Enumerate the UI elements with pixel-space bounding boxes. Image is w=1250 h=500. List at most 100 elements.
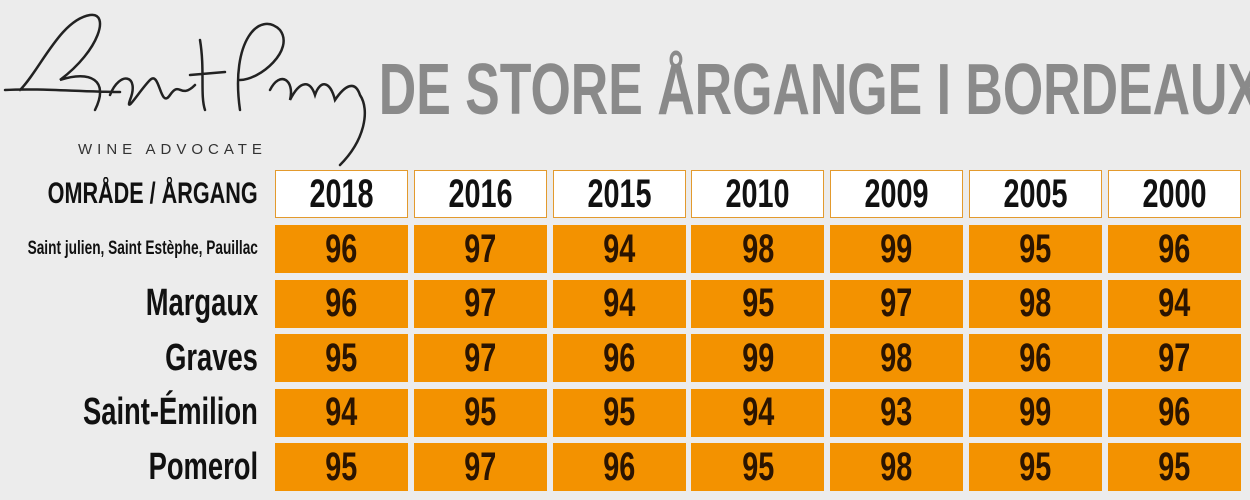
score-cell: 96 (1107, 225, 1241, 273)
score-cell: 95 (1107, 443, 1241, 492)
score-cell: 96 (275, 279, 408, 328)
score-cell: 95 (969, 443, 1102, 492)
score-cell-text: 95 (741, 281, 774, 326)
score-cell-text: 99 (1019, 390, 1052, 435)
score-cell: 99 (691, 334, 825, 383)
column-header: 2009 (830, 170, 964, 218)
score-cell: 94 (552, 279, 686, 328)
score-cell: 98 (969, 279, 1102, 328)
score-cell-text: 96 (1158, 226, 1191, 271)
score-cell: 95 (275, 443, 408, 492)
score-cell: 97 (413, 334, 547, 383)
column-header: 2010 (691, 170, 825, 218)
score-cell-text: 94 (741, 390, 774, 435)
row-label: Saint julien, Saint Estèphe, Pauillac (0, 225, 258, 273)
score-cell-text: 95 (1158, 444, 1191, 489)
score-cell-text: 99 (741, 335, 774, 380)
row-label: Saint-Émilion (0, 389, 258, 437)
score-cell-text: 95 (464, 390, 497, 435)
score-cell-text: 97 (464, 226, 497, 271)
score-cell-text: 95 (603, 390, 636, 435)
score-cell-text: 96 (603, 444, 636, 489)
score-cell: 98 (830, 443, 964, 492)
score-cell-text: 93 (880, 390, 913, 435)
score-cell-text: 94 (603, 281, 636, 326)
page-title: DE STORE ÅRGANGE I BORDEAUX (378, 50, 1250, 130)
score-cell: 99 (830, 225, 964, 273)
row-label-text: Saint julien, Saint Estèphe, Pauillac (27, 238, 258, 259)
row-label-text: Saint-Émilion (83, 391, 258, 434)
score-cell-text: 98 (880, 444, 913, 489)
corner-label: OMRÅDE / ÅRGANG (0, 170, 258, 218)
title-text: DE STORE ÅRGANGE I BORDEAUX (378, 50, 1250, 130)
score-cell: 94 (691, 388, 825, 437)
column-header: 2018 (275, 170, 408, 218)
score-cell-text: 96 (325, 226, 358, 271)
score-cell-text: 97 (464, 335, 497, 380)
column-header: 2016 (413, 170, 547, 218)
row-label: Graves (0, 334, 258, 382)
score-cell: 95 (275, 334, 408, 383)
column-header-text: 2009 (864, 171, 929, 216)
score-cell: 97 (413, 443, 547, 492)
score-cell: 96 (552, 443, 686, 492)
row-label: Pomerol (0, 443, 258, 491)
score-cell: 95 (413, 388, 547, 437)
score-cell: 95 (552, 388, 686, 437)
column-header-text: 2000 (1142, 171, 1207, 216)
row-label-text: Pomerol (148, 445, 258, 488)
column-header: 2000 (1107, 170, 1241, 218)
row-label-text: Graves (165, 336, 258, 379)
score-cell: 95 (691, 443, 825, 492)
signature-logo (3, 13, 367, 167)
score-cell: 97 (413, 279, 547, 328)
score-cell-text: 97 (464, 444, 497, 489)
score-cell-text: 98 (741, 226, 774, 271)
score-cell: 95 (969, 225, 1102, 273)
score-cell: 97 (830, 279, 964, 328)
score-cell: 96 (1107, 388, 1241, 437)
score-cell-text: 96 (325, 281, 358, 326)
score-cell: 97 (413, 225, 547, 273)
score-cell: 98 (691, 225, 825, 273)
score-cell-text: 97 (880, 281, 913, 326)
score-cell: 94 (1107, 279, 1241, 328)
score-cell-text: 95 (741, 444, 774, 489)
column-header: 2005 (969, 170, 1102, 218)
score-cell-text: 97 (1158, 335, 1191, 380)
score-cell-text: 94 (1158, 281, 1191, 326)
column-header-text: 2015 (587, 171, 652, 216)
score-cell: 98 (830, 334, 964, 383)
score-cell: 99 (969, 388, 1102, 437)
score-cell: 94 (275, 388, 408, 437)
score-cell: 97 (1107, 334, 1241, 383)
score-cell-text: 96 (603, 335, 636, 380)
score-cell-text: 95 (1019, 444, 1052, 489)
score-cell: 96 (969, 334, 1102, 383)
corner-label-text: OMRÅDE / ÅRGANG (47, 177, 258, 210)
score-cell-text: 96 (1019, 335, 1052, 380)
score-cell-text: 94 (325, 390, 358, 435)
column-header: 2015 (552, 170, 686, 218)
column-header-text: 2010 (725, 171, 790, 216)
score-cell: 96 (275, 225, 408, 273)
score-cell-text: 98 (880, 335, 913, 380)
score-cell-text: 96 (1158, 390, 1191, 435)
row-label-text: Margaux (145, 282, 258, 325)
score-cell-text: 97 (464, 281, 497, 326)
score-cell-text: 99 (880, 226, 913, 271)
row-label: Margaux (0, 280, 258, 328)
score-cell: 96 (552, 334, 686, 383)
score-cell: 94 (552, 225, 686, 273)
score-cell: 93 (830, 388, 964, 437)
column-header-text: 2005 (1003, 171, 1068, 216)
column-header-text: 2018 (309, 171, 374, 216)
score-cell-text: 95 (1019, 226, 1052, 271)
score-cell-text: 95 (325, 335, 358, 380)
score-cell-text: 95 (325, 444, 358, 489)
score-cell-text: 94 (603, 226, 636, 271)
score-cell: 95 (691, 279, 825, 328)
column-header-text: 2016 (448, 171, 513, 216)
score-cell-text: 98 (1019, 281, 1052, 326)
